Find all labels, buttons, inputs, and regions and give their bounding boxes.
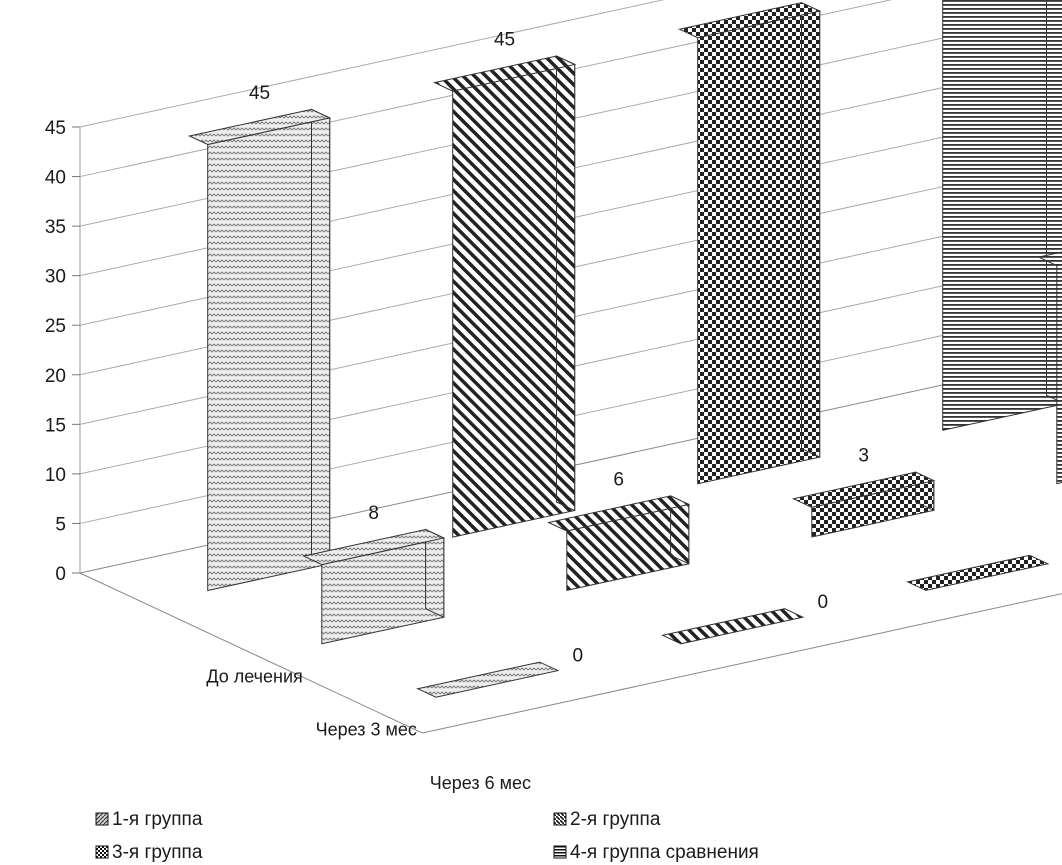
bars-layer [187,0,1062,698]
bar-top-face [302,528,446,566]
y-tick-label: 25 [45,316,66,337]
y-tick-label: 5 [55,514,66,535]
bar-top-face [187,108,332,146]
bar-top-face [906,554,1050,591]
bar [942,0,1062,431]
y-tick-label: 30 [45,267,66,288]
bar-front-face [1056,263,1062,485]
bar-side-face [556,55,576,512]
category-label: Через 6 мес [430,773,531,793]
legend-swatch [553,812,567,826]
bar [187,108,332,592]
bar-top-face [661,608,805,645]
category-label: Через 3 мес [316,720,417,740]
bar [792,471,936,538]
gridline [79,0,665,128]
legend: 1-я группа 2-я группа 3-я группа 4-я группа… [95,809,759,863]
y-tick-label: 40 [45,168,66,189]
bar-top-face [1037,251,1062,267]
legend-swatch [95,845,109,859]
data-label: 45 [494,30,515,51]
data-label: 8 [368,503,379,524]
bar [661,608,805,645]
category-label: До лечения [206,666,302,686]
bar-front-face [942,0,1062,431]
legend-label: 2-я группа [570,809,661,830]
legend-swatch [553,845,567,859]
legend-label: 1-я группа [112,809,203,830]
y-tick-label: 45 [45,118,66,139]
data-label: 3 [858,446,869,467]
legend-item: 3-я группа [95,842,203,863]
bar-side-face [801,1,821,458]
legend-item: 4-я группа сравнения [553,842,759,863]
bar [302,528,446,645]
legend-swatch [95,812,109,826]
data-label: 45 [249,83,270,104]
y-tick-label: 20 [45,366,66,387]
bar-top-face [432,55,577,92]
bar-top-face [792,471,936,508]
bar-top-face [416,661,560,698]
labels-layer: 45454545223683000 [249,30,869,667]
bar-top-face [547,495,691,532]
bar [677,1,822,485]
legend-label: 4-я группа сравнения [570,842,759,863]
data-label: 6 [613,469,624,490]
data-label: 0 [573,646,584,667]
bar [547,495,691,592]
y-tick-label: 10 [45,465,66,486]
legend-item: 1-я группа [95,809,203,830]
y-tick-label: 15 [45,415,66,436]
bar [1037,251,1062,485]
bar [906,554,1050,591]
bar [416,661,560,698]
bar-side-face [311,108,331,565]
y-tick-label: 0 [55,564,66,585]
axis-layer: 0 5 10 15 20 25 30 35 40 45 До лечения Через 3 мес Ч… [45,118,531,793]
bar-side-face [425,528,445,618]
legend-item: 2-я группа [553,809,661,830]
legend-label: 3-я группа [112,842,203,863]
data-label: 0 [818,592,829,613]
y-tick-label: 35 [45,217,66,238]
bar-top-face [677,2,822,39]
bar [432,55,577,538]
